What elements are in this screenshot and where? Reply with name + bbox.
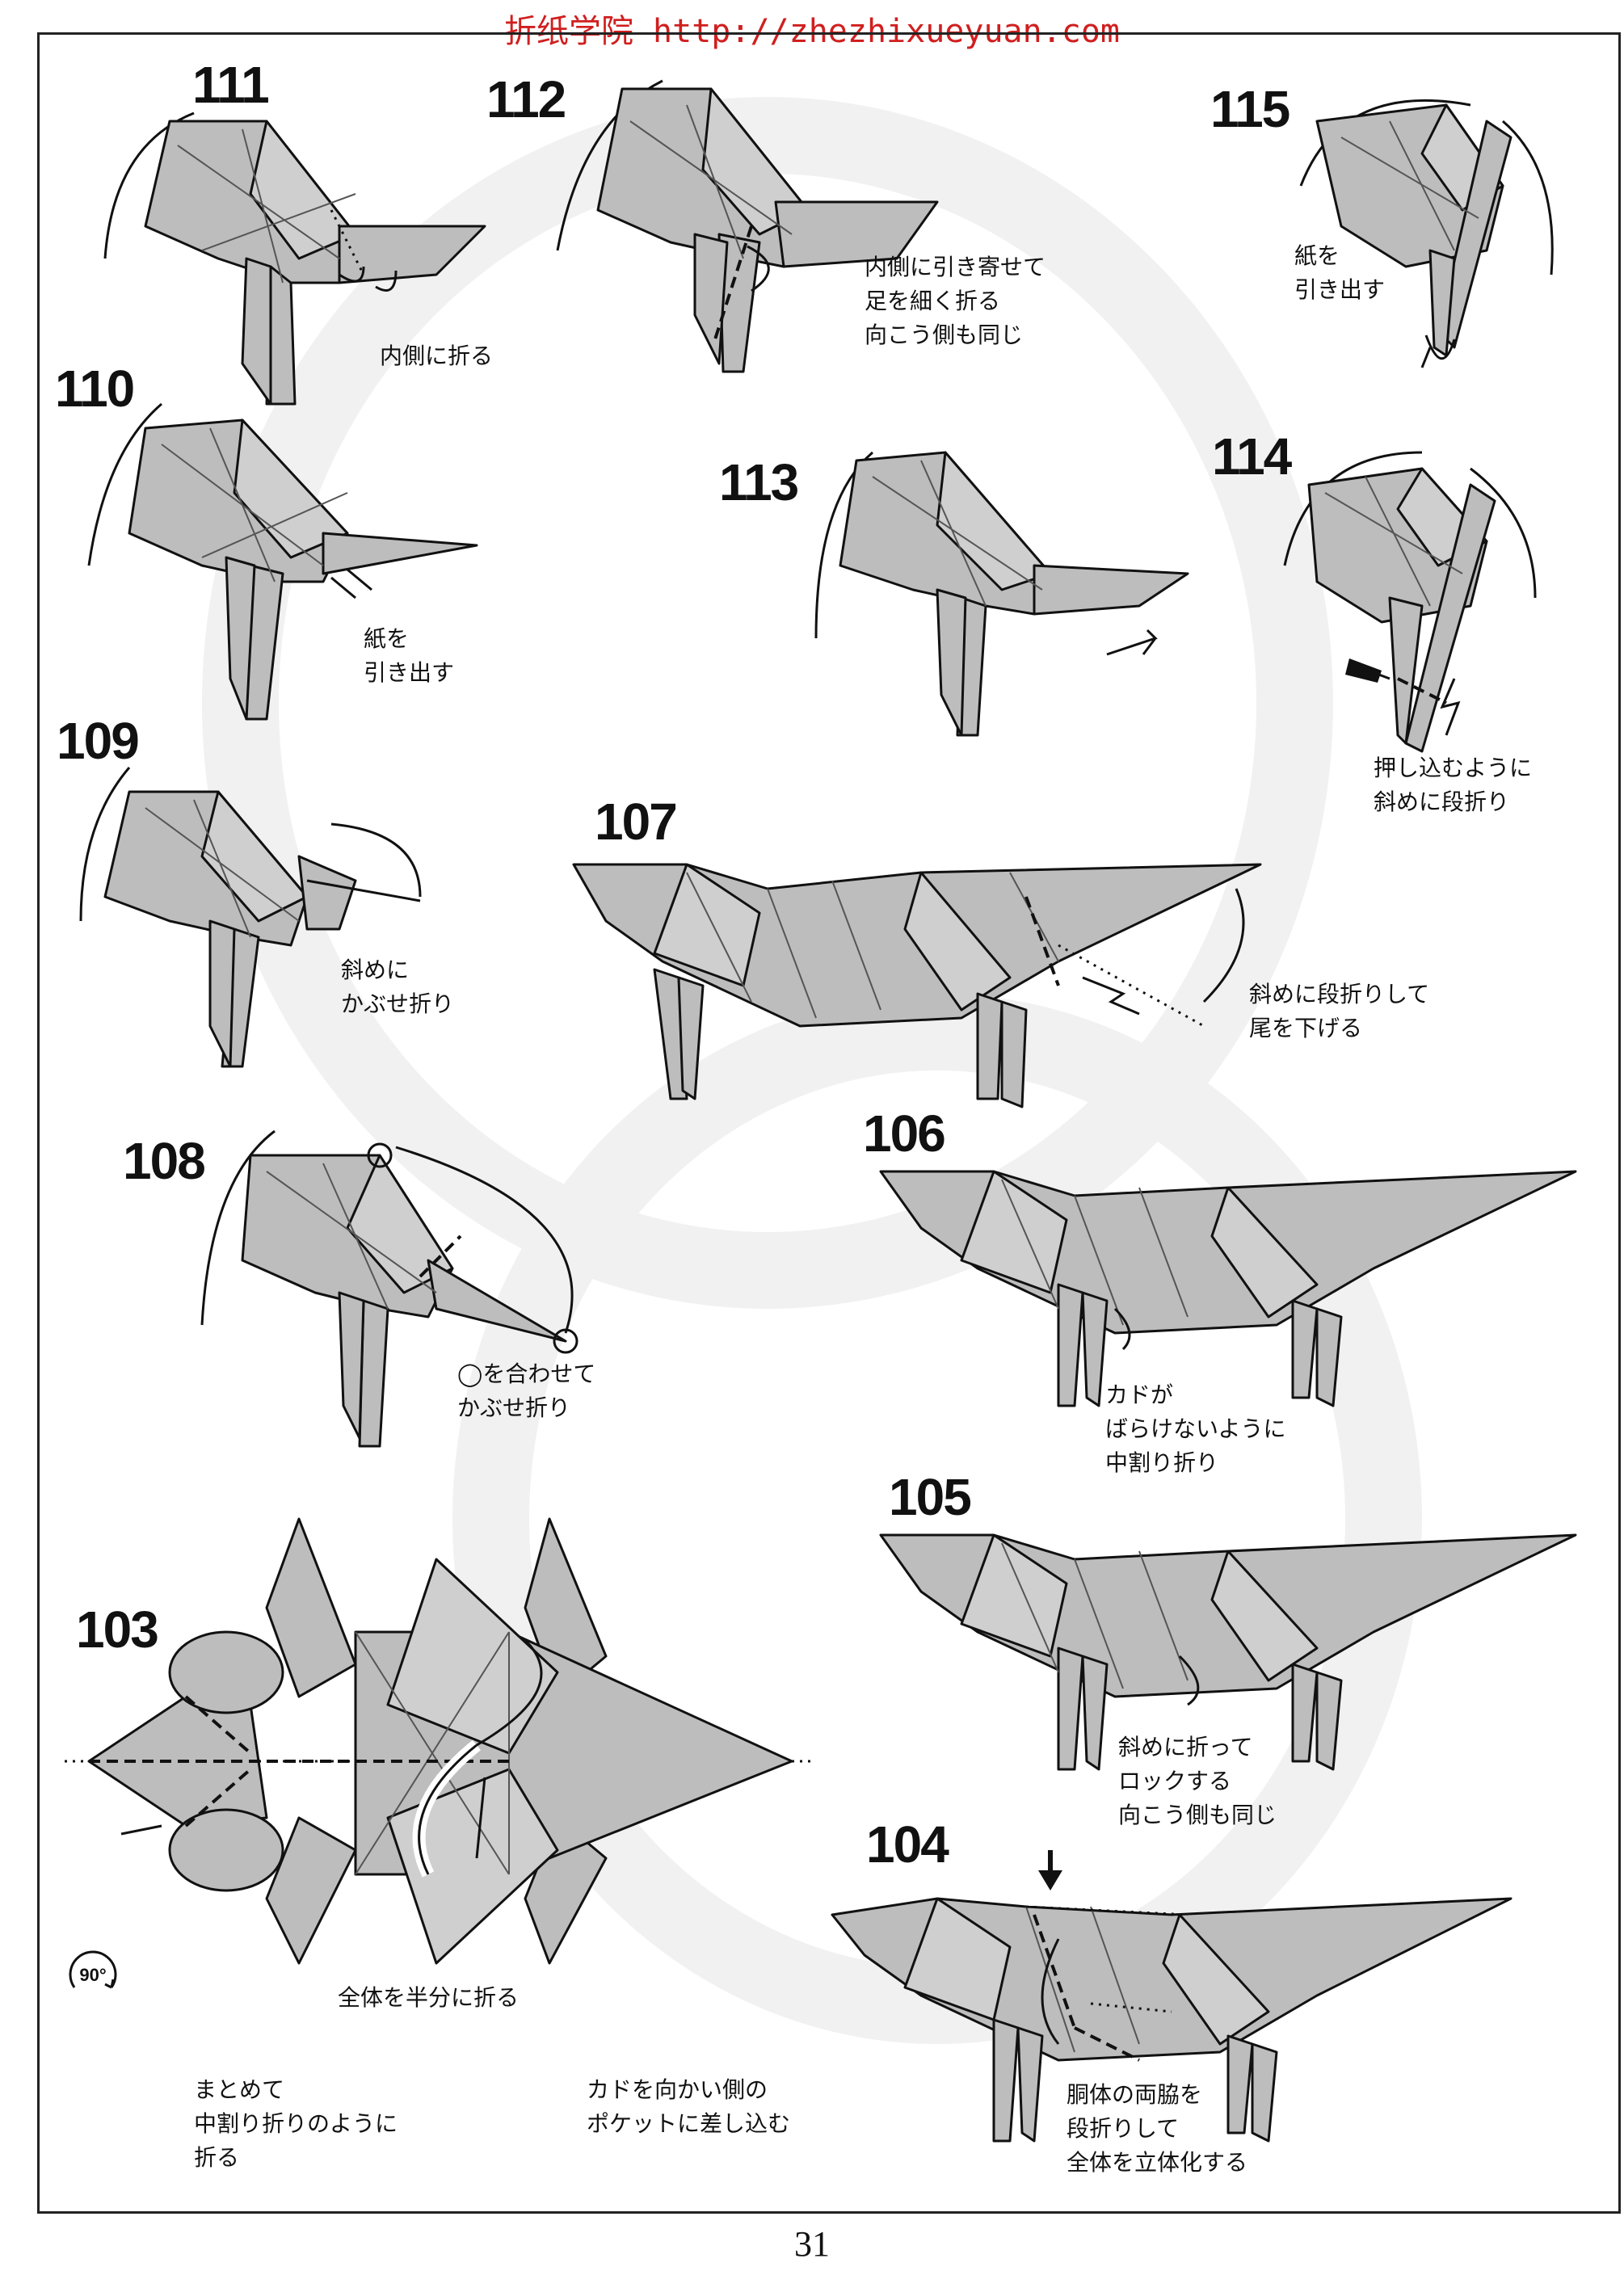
step-111-caption: 内側に折る xyxy=(380,343,494,369)
page-number: 31 xyxy=(794,2224,830,2264)
step-105-caption: 斜めに折って ロックする 向こう側も同じ xyxy=(1118,1734,1277,1828)
svg-text:90°: 90° xyxy=(79,1965,106,1985)
step-number: 104 xyxy=(866,1815,949,1874)
step-number: 106 xyxy=(863,1104,946,1163)
step-108-figure xyxy=(200,1129,578,1448)
step-105-figure xyxy=(879,1533,1577,1771)
step-110-caption: 紙を 引き出す xyxy=(364,625,455,686)
watermark: 折纸学院 http://zhezhixueyuan.com xyxy=(503,13,1121,50)
step-number: 115 xyxy=(1210,80,1290,138)
step-number: 103 xyxy=(76,1600,159,1659)
step-114-figure xyxy=(1283,451,1537,753)
step-103-figure xyxy=(65,1517,816,1965)
step-number: 109 xyxy=(57,712,140,770)
step-103-collapse: まとめて 中割り折りのように 折る xyxy=(194,2076,398,2171)
step-number: 112 xyxy=(486,70,566,128)
step-107-figure xyxy=(572,863,1262,1108)
step-106-figure xyxy=(879,1170,1577,1407)
step-112-figure xyxy=(556,79,939,373)
step-113-figure xyxy=(814,451,1189,737)
step-number: 110 xyxy=(55,360,135,418)
step-103-fold-half: 全体を半分に折る xyxy=(338,1984,520,2011)
step-115-figure xyxy=(1299,99,1554,368)
step-111-figure xyxy=(103,111,486,406)
step-109-caption: 斜めに かぶせ折り xyxy=(341,957,455,1017)
step-number: 105 xyxy=(889,1468,972,1526)
step-115-caption: 紙を 引き出す xyxy=(1294,242,1386,303)
step-number: 114 xyxy=(1212,427,1292,486)
step-104-figure xyxy=(831,1850,1513,2143)
step-104-caption: 胴体の両脇を 段折りして 全体を立体化する xyxy=(1067,2081,1248,2176)
step-114-caption: 押し込むように 斜めに段折り xyxy=(1374,755,1533,815)
page-frame xyxy=(37,32,1621,2214)
rotate-90-icon: 90° xyxy=(69,1950,117,1989)
step-110-figure xyxy=(87,402,478,721)
step-106-caption: カドが ばらけないように 中割り折り xyxy=(1105,1382,1286,1476)
step-number: 113 xyxy=(719,453,799,511)
step-108-caption: ◯を合わせて かぶせ折り xyxy=(457,1361,596,1421)
step-103-insert: カドを向かい側の ポケットに差し込む xyxy=(587,2076,791,2137)
step-112-caption: 内側に引き寄せて 足を細く折る 向こう側も同じ xyxy=(865,254,1046,348)
step-107-caption: 斜めに段折りして 尾を下げる xyxy=(1249,981,1430,1041)
step-number: 108 xyxy=(123,1132,206,1190)
step-number: 107 xyxy=(595,793,678,851)
step-109-figure xyxy=(79,767,422,1068)
step-number: 111 xyxy=(192,56,270,114)
